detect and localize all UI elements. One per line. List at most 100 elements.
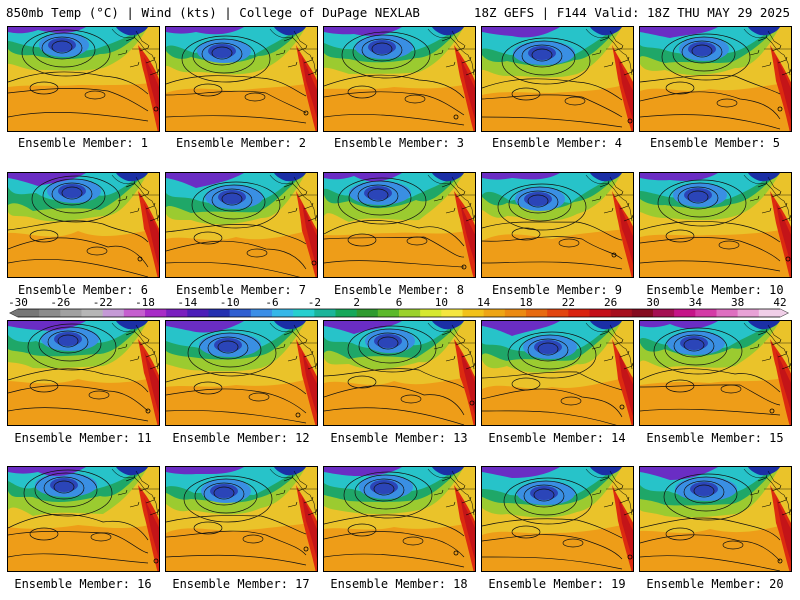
ensemble-member-label: Ensemble Member: 6 <box>17 283 149 297</box>
colorbar-tick-label: 42 <box>773 296 786 309</box>
ensemble-member-label: Ensemble Member: 15 <box>646 431 784 445</box>
colorbar-swatch <box>272 309 294 317</box>
ensemble-map-panel <box>481 320 634 426</box>
colorbar-tick-label: 38 <box>731 296 744 309</box>
colorbar-tick-label: -26 <box>50 296 70 309</box>
ensemble-map-panel <box>323 466 476 572</box>
colorbar-tick-label: -22 <box>93 296 113 309</box>
ensemble-map-panel <box>639 466 792 572</box>
ensemble-map-panel <box>7 172 160 278</box>
ensemble-map-panel <box>7 26 160 132</box>
colorbar-swatch <box>229 309 252 317</box>
colorbar-swatch <box>208 309 230 317</box>
ensemble-map-panel <box>323 172 476 278</box>
colorbar-tick-label: 22 <box>562 296 575 309</box>
colorbar-swatch <box>589 309 611 317</box>
ensemble-map-panel <box>481 172 634 278</box>
colorbar-swatch <box>60 309 82 317</box>
colorbar-swatch <box>758 309 781 317</box>
ensemble-map-panel <box>481 26 634 132</box>
ensemble-member-label: Ensemble Member: 5 <box>649 136 781 150</box>
ensemble-member-label: Ensemble Member: 3 <box>333 136 465 150</box>
colorbar-swatch <box>631 309 654 317</box>
ensemble-member-label: Ensemble Member: 7 <box>175 283 307 297</box>
temperature-colorbar: -30 -26 -22 -18 -14 -10 -6 -2 2 6 10 14 18 22 26 30 34 38… <box>8 296 789 318</box>
colorbar-swatch <box>123 309 146 317</box>
ensemble-map-panel <box>481 466 634 572</box>
colorbar-tick-label: -2 <box>308 296 321 309</box>
colorbar-swatch <box>716 309 738 317</box>
colorbar-swatch <box>568 309 590 317</box>
ensemble-map-panel <box>165 466 318 572</box>
colorbar-swatch <box>737 309 760 317</box>
colorbar-swatch <box>187 309 209 317</box>
ensemble-member-label: Ensemble Member: 16 <box>14 577 152 591</box>
ensemble-member-label: Ensemble Member: 9 <box>491 283 623 297</box>
colorbar-swatch <box>335 309 357 317</box>
ensemble-member-label: Ensemble Member: 1 <box>17 136 149 150</box>
ensemble-member-label: Ensemble Member: 14 <box>488 431 626 445</box>
colorbar-swatch <box>653 309 675 317</box>
ensemble-member-label: Ensemble Member: 17 <box>172 577 310 591</box>
colorbar-swatch <box>250 309 273 317</box>
colorbar-swatch <box>314 309 336 317</box>
colorbar-swatch <box>145 309 167 317</box>
colorbar-swatch <box>462 309 484 317</box>
colorbar-swatch <box>547 309 569 317</box>
colorbar-tick-label: 2 <box>353 296 360 309</box>
colorbar-tick-label: -14 <box>177 296 197 309</box>
colorbar-tick-label: 14 <box>477 296 491 309</box>
colorbar-tick-label: -18 <box>135 296 155 309</box>
map-title: 850mb Temp (°C) | Wind (kts) | College o… <box>6 5 420 20</box>
ensemble-member-label: Ensemble Member: 8 <box>333 283 465 297</box>
colorbar-swatch <box>81 309 103 317</box>
colorbar-tick-label: 18 <box>519 296 532 309</box>
ensemble-map-panel <box>639 26 792 132</box>
ensemble-map-panel <box>165 26 318 132</box>
ensemble-member-label: Ensemble Member: 2 <box>175 136 307 150</box>
ensemble-map-panel <box>165 172 318 278</box>
colorbar-swatch <box>420 309 442 317</box>
ensemble-member-label: Ensemble Member: 10 <box>646 283 784 297</box>
ensemble-map-panel <box>7 320 160 426</box>
colorbar-tick-label: -6 <box>265 296 278 309</box>
colorbar-swatch <box>39 309 61 317</box>
ensemble-map-panel <box>165 320 318 426</box>
colorbar-tick-label: -30 <box>8 296 28 309</box>
colorbar-swatch <box>674 309 696 317</box>
ensemble-map-panel <box>323 320 476 426</box>
run-valid-time: 18Z GEFS | F144 Valid: 18Z THU MAY 29 20… <box>473 5 790 20</box>
ensemble-member-label: Ensemble Member: 4 <box>491 136 623 150</box>
colorbar-swatch <box>356 309 379 317</box>
colorbar-swatch <box>293 309 315 317</box>
colorbar-swatch <box>377 309 400 317</box>
colorbar-swatch <box>504 309 527 317</box>
colorbar-swatch <box>399 309 421 317</box>
colorbar-swatch <box>483 309 506 317</box>
ensemble-member-label: Ensemble Member: 11 <box>14 431 152 445</box>
colorbar-swatch <box>441 309 463 317</box>
colorbar-tick-label: 10 <box>435 296 448 309</box>
colorbar-left-arrow <box>10 309 18 317</box>
colorbar-tick-label: 34 <box>689 296 703 309</box>
ensemble-member-label: Ensemble Member: 13 <box>330 431 468 445</box>
colorbar-tick-label: -10 <box>220 296 240 309</box>
colorbar-swatch <box>166 309 188 317</box>
colorbar-right-arrow <box>780 309 788 317</box>
ensemble-map-panel <box>639 172 792 278</box>
ensemble-map-panel <box>7 466 160 572</box>
colorbar-swatch <box>610 309 633 317</box>
colorbar-swatch <box>102 309 125 317</box>
colorbar-swatch <box>18 309 40 317</box>
colorbar-swatch <box>695 309 717 317</box>
ensemble-member-label: Ensemble Member: 18 <box>330 577 468 591</box>
ensemble-member-label: Ensemble Member: 19 <box>488 577 626 591</box>
colorbar-tick-label: 6 <box>396 296 403 309</box>
ensemble-member-label: Ensemble Member: 20 <box>646 577 784 591</box>
colorbar-swatch <box>526 309 548 317</box>
colorbar-tick-label: 30 <box>646 296 659 309</box>
ensemble-member-label: Ensemble Member: 12 <box>172 431 310 445</box>
ensemble-map-panel <box>323 26 476 132</box>
colorbar-tick-label: 26 <box>604 296 617 309</box>
ensemble-map-panel <box>639 320 792 426</box>
